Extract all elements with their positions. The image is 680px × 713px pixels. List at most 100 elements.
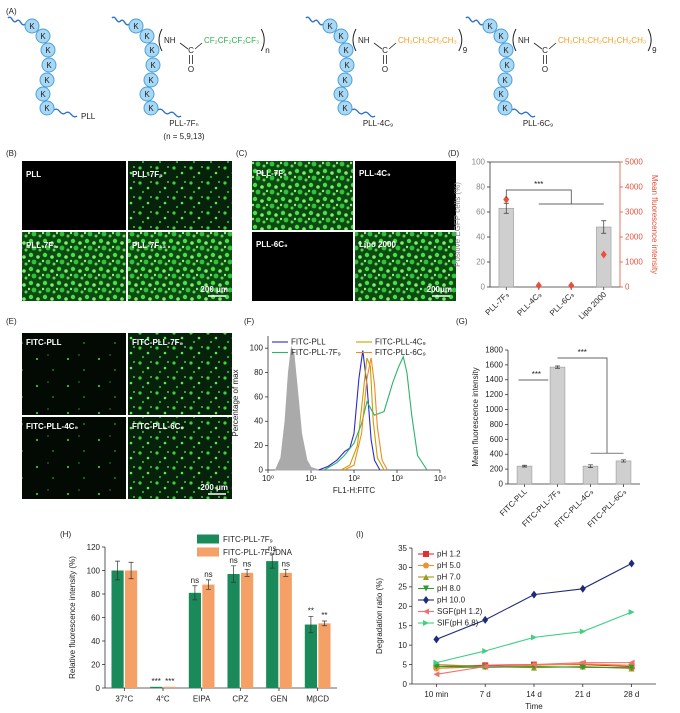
- data-point: [531, 661, 537, 668]
- y-tick-label: 1400: [485, 375, 503, 384]
- amide-o: O: [382, 65, 388, 74]
- y-tick-label: 80: [91, 590, 100, 599]
- x-tick-label: 21 d: [575, 690, 591, 699]
- y-tick-label: 0: [96, 684, 101, 693]
- amide-c: C: [188, 46, 194, 55]
- y-axis-label: Relative fluorescence intensity (%): [68, 556, 77, 679]
- lysine-bead: [338, 42, 354, 58]
- legend-marker: [423, 574, 429, 580]
- micrograph-label: PLL: [26, 170, 41, 179]
- significance-label: **: [308, 606, 314, 615]
- significance-label: ns: [282, 559, 290, 568]
- micrograph: [252, 232, 353, 301]
- legend-marker: [423, 585, 429, 592]
- lysine-bead: [493, 86, 509, 102]
- y-tick-label: 1800: [485, 345, 503, 354]
- data-point: [433, 635, 440, 644]
- bead-label: K: [149, 46, 155, 55]
- data-point: [579, 584, 586, 593]
- lysine-bead: [139, 28, 155, 44]
- data-point: [579, 628, 586, 635]
- bead-label: K: [40, 90, 46, 99]
- y-tick-label: 20: [398, 602, 407, 611]
- bead-label: K: [344, 61, 350, 70]
- panel-label: (F): [244, 317, 255, 326]
- significance-label: ns: [204, 570, 212, 579]
- repeat-count: n: [265, 46, 269, 55]
- micrograph: [22, 232, 126, 301]
- bar: [202, 584, 215, 688]
- y-axis-label: Percentage of max: [231, 369, 240, 436]
- legend-label: pH 1.2: [437, 550, 461, 559]
- micrograph-label: FITC-PLL-7F₉: [132, 338, 184, 347]
- x-tick-label: PLL-4C₉: [515, 290, 543, 318]
- side-chain: CF₂CF₂CF₂CF₃: [204, 36, 259, 45]
- legend-swatch: [197, 534, 219, 544]
- x-tick-label: 10¹: [305, 474, 317, 483]
- bracket: [458, 28, 463, 52]
- error-bar: [621, 459, 626, 463]
- y-tick-label: 800: [490, 420, 504, 429]
- bead-label: K: [45, 46, 51, 55]
- y-tick-label: 60: [476, 208, 485, 217]
- backbone-end: [157, 108, 182, 118]
- amide-nh: NH: [164, 36, 176, 45]
- x-tick-label: 10⁴: [434, 474, 447, 483]
- y-tick-label: 15: [398, 622, 407, 631]
- legend-marker: [423, 608, 429, 615]
- panel-label: (A): [6, 7, 17, 16]
- bead-label: K: [502, 76, 508, 85]
- lysine-bead: [39, 72, 55, 88]
- y-tick-label: 60: [254, 392, 263, 401]
- bar: [279, 572, 292, 688]
- legend-label: pH 7.0: [437, 573, 461, 582]
- bond: [179, 42, 189, 50]
- lysine-bead: [333, 86, 349, 102]
- y-tick-label: 5: [403, 660, 408, 669]
- lysine-bead: [497, 100, 513, 116]
- repeat-count: 9: [652, 46, 657, 55]
- bar: [150, 686, 163, 688]
- y-tick-label: 600: [490, 435, 504, 444]
- x-tick-label: 14 d: [526, 690, 542, 699]
- bar: [615, 460, 632, 485]
- bead-label: K: [338, 90, 344, 99]
- lysine-bead: [143, 72, 159, 88]
- bead-label: K: [342, 76, 348, 85]
- bead-label: K: [44, 104, 50, 113]
- y-tick-label: 1600: [485, 360, 503, 369]
- panel-label: (I): [356, 530, 364, 539]
- structure-label: PLL: [81, 112, 96, 121]
- backbone-end: [7, 16, 26, 26]
- legend-marker: [423, 620, 429, 626]
- bracket: [557, 357, 624, 454]
- x-tick-label: Lipo 2000: [577, 290, 609, 322]
- bond: [194, 42, 203, 50]
- y-tick-label: 20: [476, 258, 485, 267]
- micrograph: [355, 161, 456, 230]
- y-tick-label: 35: [398, 544, 407, 553]
- bar: [125, 570, 138, 688]
- x-tick-label: MβCD: [306, 695, 329, 704]
- backbone-end: [111, 16, 130, 26]
- data-point: [579, 664, 586, 671]
- y-tick-label: 60: [91, 613, 100, 622]
- error-bar: [601, 220, 607, 234]
- y-tick-label: 0: [481, 283, 486, 292]
- data-point: [600, 250, 607, 259]
- legend-label: FITC-PLL-7F₉/DNA: [223, 548, 293, 557]
- amide-o: O: [188, 65, 194, 74]
- structure-label: PLL-7Fₙ: [169, 119, 198, 128]
- y-tick-label: 1000: [485, 405, 503, 414]
- x-axis-label: Time: [525, 702, 543, 711]
- bead-label: K: [144, 90, 150, 99]
- bead-label: K: [498, 90, 504, 99]
- lysine-bead: [499, 57, 515, 73]
- bead-label: K: [342, 104, 348, 113]
- bar: [304, 624, 317, 688]
- bond: [548, 42, 557, 50]
- bar: [188, 592, 201, 688]
- bond: [388, 42, 397, 50]
- error-bar: [128, 561, 134, 580]
- bar: [318, 623, 331, 688]
